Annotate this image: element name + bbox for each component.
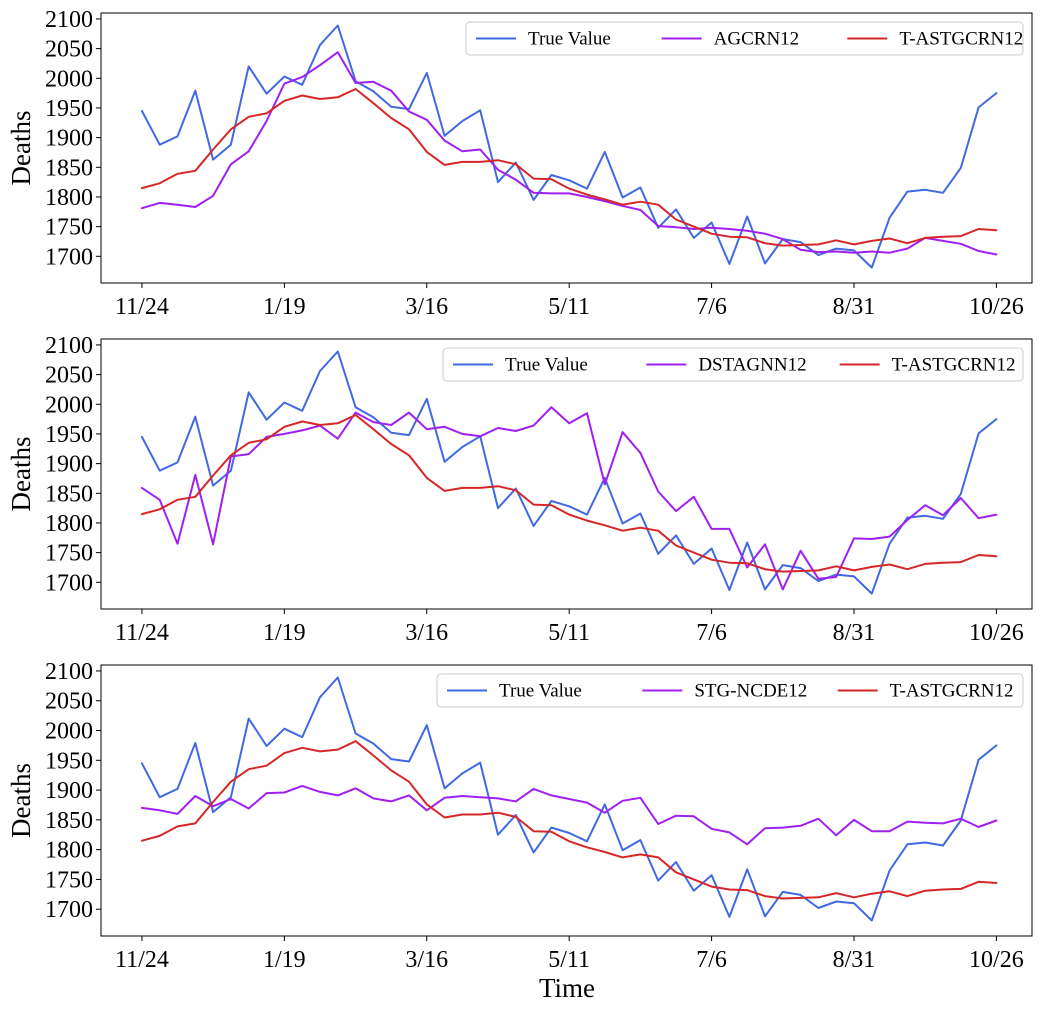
legend-label: STG-NCDE12 [694, 681, 807, 702]
x-tick-label: 1/19 [263, 947, 306, 973]
x-tick-label: 1/19 [263, 620, 306, 646]
legend-label: True Value [499, 681, 582, 702]
series-line-t-astgcrn12 [140, 414, 998, 573]
legend-label: T-ASTGCRN12 [890, 681, 1014, 702]
y-tick-label: 1700 [45, 570, 93, 596]
series-line-agcrn12 [140, 51, 998, 256]
x-tick-label: 8/31 [833, 294, 876, 320]
y-axis-label: Deaths [6, 437, 36, 512]
y-tick-label: 1850 [45, 155, 93, 181]
y-tick-label: 2000 [45, 392, 93, 418]
series-line-t-astgcrn12 [140, 88, 998, 247]
series-line-t-astgcrn12 [140, 740, 998, 900]
legend: True Value AGCRN12 T-ASTGCRN12 [465, 21, 1024, 56]
series-line-true-value [140, 676, 998, 922]
y-tick-label: 1850 [45, 808, 93, 834]
y-tick-label: 1700 [45, 897, 93, 923]
legend: True Value DSTAGNN12 T-ASTGCRN12 [442, 347, 1024, 382]
x-tick-label: 10/26 [969, 620, 1024, 646]
x-tick-label: 5/11 [548, 947, 590, 973]
legend-box [436, 673, 1024, 708]
x-tick-label: 11/24 [115, 947, 169, 973]
x-tick-label: 3/16 [405, 294, 448, 320]
series-line-true-value [140, 350, 998, 595]
y-tick-label: 1900 [45, 778, 93, 804]
y-tick-label: 2100 [45, 659, 93, 685]
y-tick-label: 1800 [45, 185, 93, 211]
y-tick-label: 1950 [45, 748, 93, 774]
y-tick-label: 1750 [45, 215, 93, 241]
y-tick-label: 2050 [45, 689, 93, 715]
x-tick-label: 10/26 [969, 294, 1024, 320]
legend-label: True Value [528, 29, 611, 50]
y-axis-label: Deaths [6, 763, 36, 838]
y-tick-label: 1900 [45, 126, 93, 152]
x-tick-label: 7/6 [696, 947, 727, 973]
x-tick-label: 1/19 [263, 294, 306, 320]
y-tick-label: 1950 [45, 422, 93, 448]
y-tick-label: 1750 [45, 867, 93, 893]
y-tick-label: 2000 [45, 719, 93, 745]
legend-box [442, 347, 1024, 382]
chart-panel-3: 1700 1750 1800 1850 1900 1950 2000 2050 2100 11/2… [6, 659, 1033, 973]
plot-frame [100, 12, 1033, 284]
y-tick-label: 1800 [45, 838, 93, 864]
legend: True Value STG-NCDE12 T-ASTGCRN12 [436, 673, 1024, 708]
x-tick-label: 3/16 [405, 947, 448, 973]
chart-panel-2: 1700 1750 1800 1850 1900 1950 2000 2050 2100 11/2… [6, 333, 1033, 646]
x-tick-label: 10/26 [969, 947, 1024, 973]
y-tick-label: 2050 [45, 37, 93, 63]
y-tick-label: 1750 [45, 541, 93, 567]
y-tick-label: 2000 [45, 66, 93, 92]
y-tick-label: 1800 [45, 511, 93, 537]
y-tick-label: 1950 [45, 96, 93, 122]
x-tick-label: 11/24 [115, 294, 169, 320]
x-tick-label: 7/6 [696, 294, 727, 320]
series-line-true-value [140, 24, 998, 269]
x-tick-label: 3/16 [405, 620, 448, 646]
plot-frame [100, 664, 1033, 937]
y-tick-label: 1850 [45, 481, 93, 507]
chart-panel-1: 1700 1750 1800 1850 1900 1950 2000 2050 2100 11/2… [6, 7, 1033, 320]
y-tick-label: 1700 [45, 244, 93, 270]
legend-label: True Value [505, 355, 588, 376]
x-tick-label: 8/31 [833, 620, 876, 646]
y-axis-label: Deaths [6, 111, 36, 186]
legend-label: DSTAGNN12 [698, 355, 806, 376]
series-line-stg-ncde12 [140, 784, 998, 846]
y-tick-label: 1900 [45, 452, 93, 478]
x-tick-label: 8/31 [833, 947, 876, 973]
y-tick-label: 2100 [45, 333, 93, 359]
x-tick-label: 7/6 [696, 620, 727, 646]
y-tick-label: 2050 [45, 363, 93, 389]
x-tick-label: 5/11 [548, 620, 590, 646]
x-tick-label: 11/24 [115, 620, 169, 646]
y-tick-label: 2100 [45, 7, 93, 33]
legend-label: T-ASTGCRN12 [899, 29, 1023, 50]
series-line-dstagnn12 [140, 406, 998, 591]
plot-frame [100, 338, 1033, 610]
legend-label: T-ASTGCRN12 [892, 355, 1016, 376]
legend-box [465, 21, 1024, 56]
legend-label: AGCRN12 [714, 29, 800, 50]
x-tick-label: 5/11 [548, 294, 590, 320]
x-axis-label: Time [539, 973, 595, 1003]
